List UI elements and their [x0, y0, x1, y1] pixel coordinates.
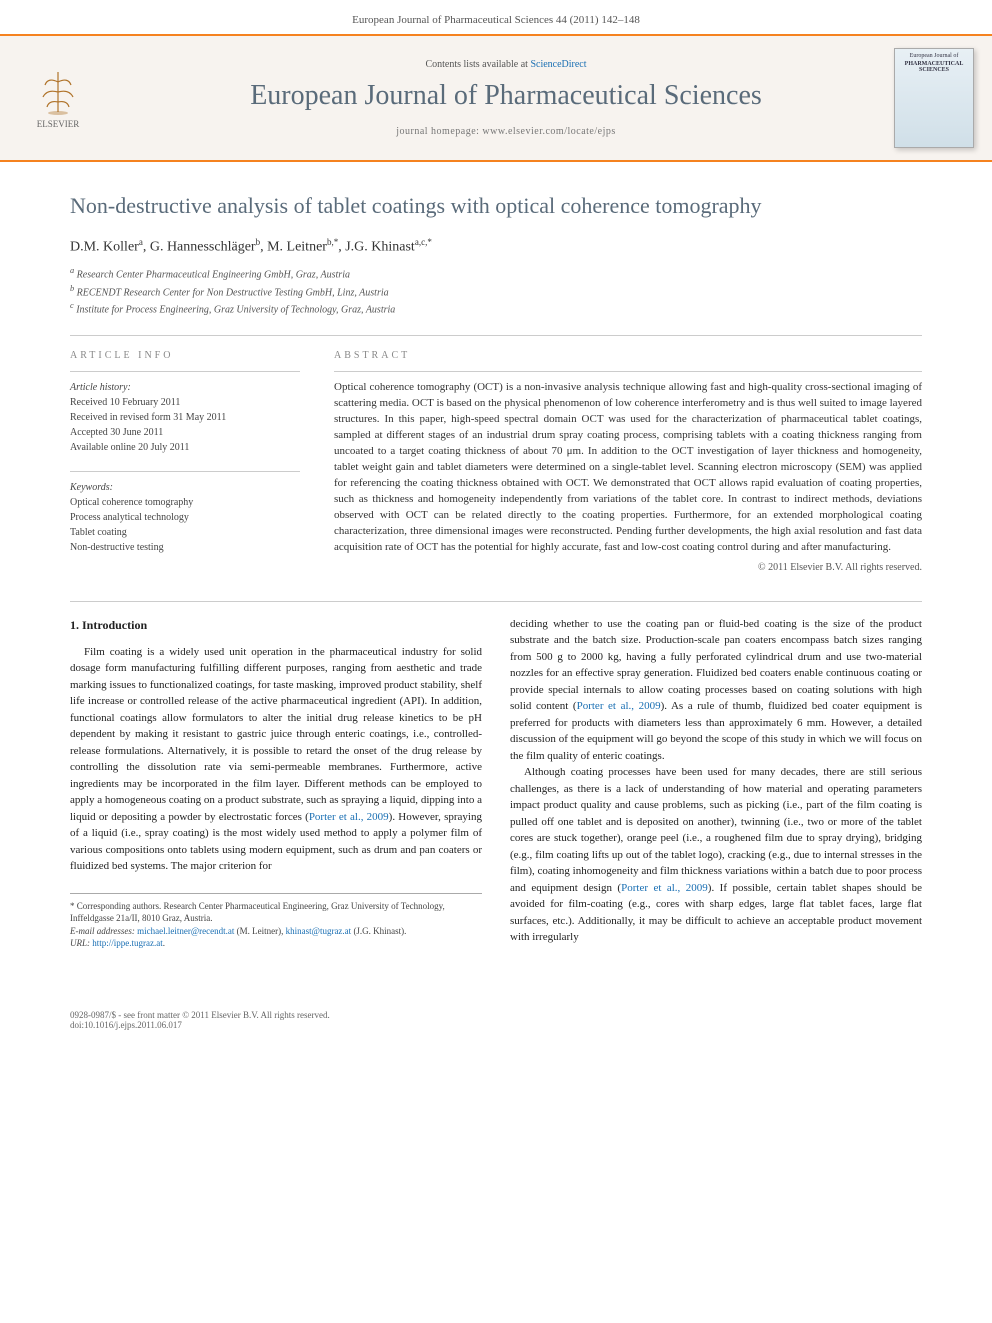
section-title: Introduction	[82, 618, 147, 632]
history-online: Available online 20 July 2011	[70, 440, 300, 455]
citation-link[interactable]: Porter et al., 2009	[577, 700, 661, 712]
article-title: Non-destructive analysis of tablet coati…	[70, 192, 922, 221]
citation-link[interactable]: Porter et al., 2009	[309, 811, 389, 823]
email-link[interactable]: michael.leitner@recendt.at	[137, 926, 234, 936]
sciencedirect-link[interactable]: ScienceDirect	[530, 59, 586, 70]
affiliation-a: a Research Center Pharmaceutical Enginee…	[70, 265, 922, 282]
doi-line: doi:10.1016/j.ejps.2011.06.017	[70, 1020, 330, 1030]
front-matter-line: 0928-0987/$ - see front matter © 2011 El…	[70, 1010, 330, 1020]
body-column-right: deciding whether to use the coating pan …	[510, 616, 922, 950]
journal-name: European Journal of Pharmaceutical Scien…	[118, 80, 894, 112]
info-abstract-row: ARTICLE INFO Article history: Received 1…	[70, 350, 922, 572]
article-body: Non-destructive analysis of tablet coati…	[0, 162, 992, 990]
url-link[interactable]: http://ippe.tugraz.at	[92, 938, 162, 948]
cover-text-top: European Journal of	[899, 53, 969, 59]
journal-masthead: ELSEVIER Contents lists available at Sci…	[0, 34, 992, 162]
email-link[interactable]: khinast@tugraz.at	[286, 926, 352, 936]
abstract-copyright: © 2011 Elsevier B.V. All rights reserved…	[334, 562, 922, 573]
body-two-column: 1. Introduction Film coating is a widely…	[70, 616, 922, 950]
keywords-block: Keywords: Optical coherence tomography P…	[70, 471, 300, 555]
footer-left: 0928-0987/$ - see front matter © 2011 El…	[70, 1010, 330, 1030]
email-line: E-mail addresses: michael.leitner@recend…	[70, 925, 482, 938]
publisher-logo: ELSEVIER	[18, 58, 98, 138]
body-paragraph: Film coating is a widely used unit opera…	[70, 644, 482, 875]
running-header: European Journal of Pharmaceutical Scien…	[0, 0, 992, 34]
cover-text-main: PHARMACEUTICAL SCIENCES	[899, 61, 969, 73]
body-paragraph: Although coating processes have been use…	[510, 764, 922, 946]
affiliations: a Research Center Pharmaceutical Enginee…	[70, 265, 922, 317]
masthead-center: Contents lists available at ScienceDirec…	[118, 59, 894, 137]
elsevier-tree-icon	[33, 67, 83, 117]
abstract-text: Optical coherence tomography (OCT) is a …	[334, 371, 922, 555]
citation-link[interactable]: Porter et al., 2009	[621, 882, 708, 894]
divider	[70, 601, 922, 602]
section-number: 1.	[70, 618, 79, 632]
history-accepted: Accepted 30 June 2011	[70, 425, 300, 440]
footnote-block: * Corresponding authors. Research Center…	[70, 893, 482, 950]
keyword: Non-destructive testing	[70, 540, 300, 555]
journal-cover-thumbnail: European Journal of PHARMACEUTICAL SCIEN…	[894, 48, 974, 148]
divider	[70, 335, 922, 336]
contents-available-line: Contents lists available at ScienceDirec…	[118, 59, 894, 70]
body-paragraph: deciding whether to use the coating pan …	[510, 616, 922, 765]
keyword: Tablet coating	[70, 525, 300, 540]
history-received: Received 10 February 2011	[70, 395, 300, 410]
corresponding-author-note: * Corresponding authors. Research Center…	[70, 900, 482, 925]
article-info-label: ARTICLE INFO	[70, 350, 300, 361]
publisher-name: ELSEVIER	[37, 119, 80, 129]
url-label: URL:	[70, 938, 90, 948]
author-list: D.M. Kollera, G. Hannesschlägerb, M. Lei…	[70, 237, 922, 256]
email-label: E-mail addresses:	[70, 926, 135, 936]
article-history: Article history: Received 10 February 20…	[70, 371, 300, 455]
history-title: Article history:	[70, 380, 300, 395]
abstract-column: ABSTRACT Optical coherence tomography (O…	[334, 350, 922, 572]
section-heading: 1. Introduction	[70, 616, 482, 634]
keywords-title: Keywords:	[70, 480, 300, 495]
article-info-column: ARTICLE INFO Article history: Received 1…	[70, 350, 300, 572]
body-column-left: 1. Introduction Film coating is a widely…	[70, 616, 482, 950]
keyword: Process analytical technology	[70, 510, 300, 525]
contents-prefix: Contents lists available at	[425, 59, 530, 70]
abstract-label: ABSTRACT	[334, 350, 922, 361]
journal-homepage: journal homepage: www.elsevier.com/locat…	[118, 126, 894, 137]
affiliation-b: b RECENDT Research Center for Non Destru…	[70, 283, 922, 300]
page-footer: 0928-0987/$ - see front matter © 2011 El…	[0, 990, 992, 1040]
history-revised: Received in revised form 31 May 2011	[70, 410, 300, 425]
url-line: URL: http://ippe.tugraz.at.	[70, 937, 482, 950]
keyword: Optical coherence tomography	[70, 495, 300, 510]
affiliation-c: c Institute for Process Engineering, Gra…	[70, 300, 922, 317]
